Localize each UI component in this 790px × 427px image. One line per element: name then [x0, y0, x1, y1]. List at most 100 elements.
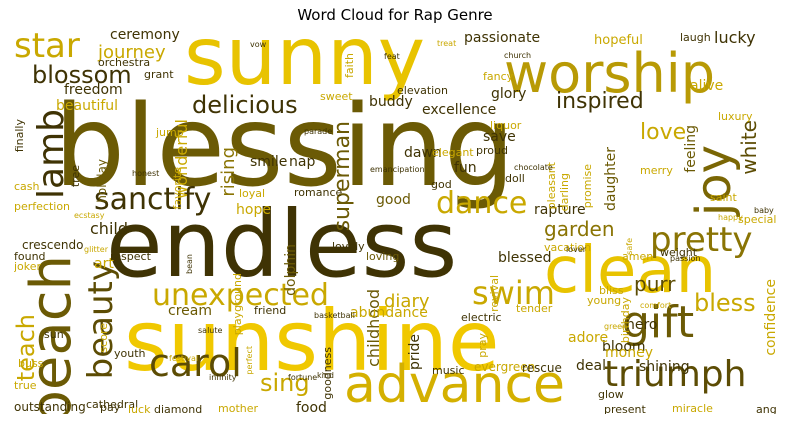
word-garden: garden	[544, 217, 615, 241]
word-angel: angel	[756, 403, 777, 414]
word-glory: glory	[491, 86, 527, 102]
word-baby: baby	[754, 206, 774, 215]
word-love: love	[640, 120, 687, 145]
word-hopeful: hopeful	[594, 33, 643, 48]
word-special: special	[738, 213, 777, 226]
word-proud: proud	[476, 144, 508, 157]
word-excellence: excellence	[422, 102, 497, 118]
word-dolphin: dolphin	[283, 244, 299, 296]
word-happy: happy	[718, 213, 743, 222]
word-blossom: blossom	[32, 61, 132, 89]
word-fun: fun	[454, 160, 477, 176]
word-beautiful: beautiful	[56, 98, 119, 114]
word-lover: lover	[566, 245, 587, 254]
word-art: art	[94, 256, 114, 272]
word-delicious: delicious	[192, 91, 298, 119]
word-buss: buss	[18, 357, 44, 370]
word-good: good	[376, 192, 411, 208]
word-found: found	[14, 250, 46, 263]
word-rapture: rapture	[534, 202, 586, 218]
word-miracle: miracle	[672, 402, 713, 414]
word-fancy: fancy	[483, 70, 514, 83]
word-saint: saint	[710, 191, 737, 204]
word-sun: sun	[44, 328, 64, 341]
word-beauty: beauty	[81, 261, 121, 380]
word-doll: doll	[505, 172, 525, 185]
word-youth: youth	[114, 347, 146, 360]
word-clean: clean	[544, 234, 717, 308]
word-basketball: basketball	[314, 311, 355, 320]
word-pretty: pretty	[650, 220, 753, 260]
word-score: score	[97, 323, 110, 353]
word-playground: playground	[231, 273, 244, 336]
word-evergreen: evergreen	[474, 360, 536, 374]
word-daughter: daughter	[603, 147, 619, 211]
word-outstanding: outstanding	[14, 400, 86, 414]
word-diamond: diamond	[154, 403, 203, 414]
word-alive: alive	[690, 78, 724, 94]
word-glow: glow	[598, 388, 624, 401]
word-respect: respect	[110, 250, 151, 263]
word-friend: friend	[254, 304, 287, 317]
word-electric: electric	[461, 311, 502, 324]
word-childhood: childhood	[364, 289, 383, 367]
word-feeling: feeling	[683, 125, 699, 173]
word-worship: worship	[504, 42, 716, 105]
word-adore: adore	[568, 330, 609, 346]
word-journey: journey	[98, 42, 166, 63]
word-abundance: abundance	[350, 305, 428, 321]
word-grant: grant	[144, 68, 174, 81]
word-treat: treat	[437, 39, 457, 48]
word-kind: kind	[317, 371, 335, 380]
word-bean: bean	[185, 254, 194, 274]
word-swim: swim	[472, 274, 555, 312]
word-laugh: laugh	[680, 31, 711, 44]
word-honest: honest	[132, 169, 160, 178]
word-rising: rising	[218, 147, 239, 197]
word-sunny: sunny	[184, 29, 426, 103]
word-sing: sing	[260, 369, 310, 397]
word-feat: feat	[384, 52, 400, 61]
word-loyal: loyal	[239, 187, 266, 200]
word-inspired: inspired	[556, 89, 644, 114]
word-passion: passion	[670, 254, 701, 263]
word-comfort: comfort	[640, 301, 672, 310]
word-white: white	[737, 120, 761, 175]
word-bliss: bliss	[599, 284, 624, 297]
word-purr: purr	[634, 272, 676, 296]
word-crescendo: crescendo	[22, 238, 84, 252]
word-rescue: rescue	[522, 361, 562, 375]
word-emancipation: emancipation	[370, 165, 425, 174]
word-advance: advance	[344, 355, 566, 414]
word-triumph: triumph	[604, 354, 747, 395]
word-ceremony: ceremony	[110, 29, 180, 43]
word-tree: tree	[69, 165, 82, 188]
word-parade: parade	[304, 127, 333, 136]
word-shining: shining	[639, 359, 690, 375]
word-present: present	[604, 403, 646, 414]
word-elegant: elegant	[432, 146, 474, 159]
word-finally: finally	[14, 119, 26, 153]
word-gift: gift	[622, 297, 695, 348]
word-hero: hero	[626, 317, 658, 333]
word-elevation: elevation	[397, 84, 448, 97]
word-loving: loving	[366, 250, 400, 263]
word-smile: smile	[250, 154, 288, 170]
word-jump: jump	[156, 126, 184, 139]
word-carol: carol	[149, 341, 242, 385]
word-child: child	[90, 219, 128, 238]
word-money: money	[605, 345, 653, 361]
word-infinity: infinity	[209, 373, 237, 382]
word-salute: salute	[198, 326, 223, 335]
word-luxury: luxury	[718, 110, 753, 123]
word-passionate: passionate	[464, 30, 541, 46]
word-buddy: buddy	[369, 94, 413, 110]
word-save: save	[483, 129, 516, 145]
word-confidence: confidence	[763, 279, 777, 356]
word-sunshine: sunshine	[124, 292, 500, 390]
word-god: god	[431, 178, 452, 191]
word-endless: endless	[106, 191, 458, 298]
chart-title: Word Cloud for Rap Genre	[297, 6, 493, 24]
word-promise: promise	[581, 164, 594, 209]
word-sanctify: sanctify	[94, 182, 212, 217]
